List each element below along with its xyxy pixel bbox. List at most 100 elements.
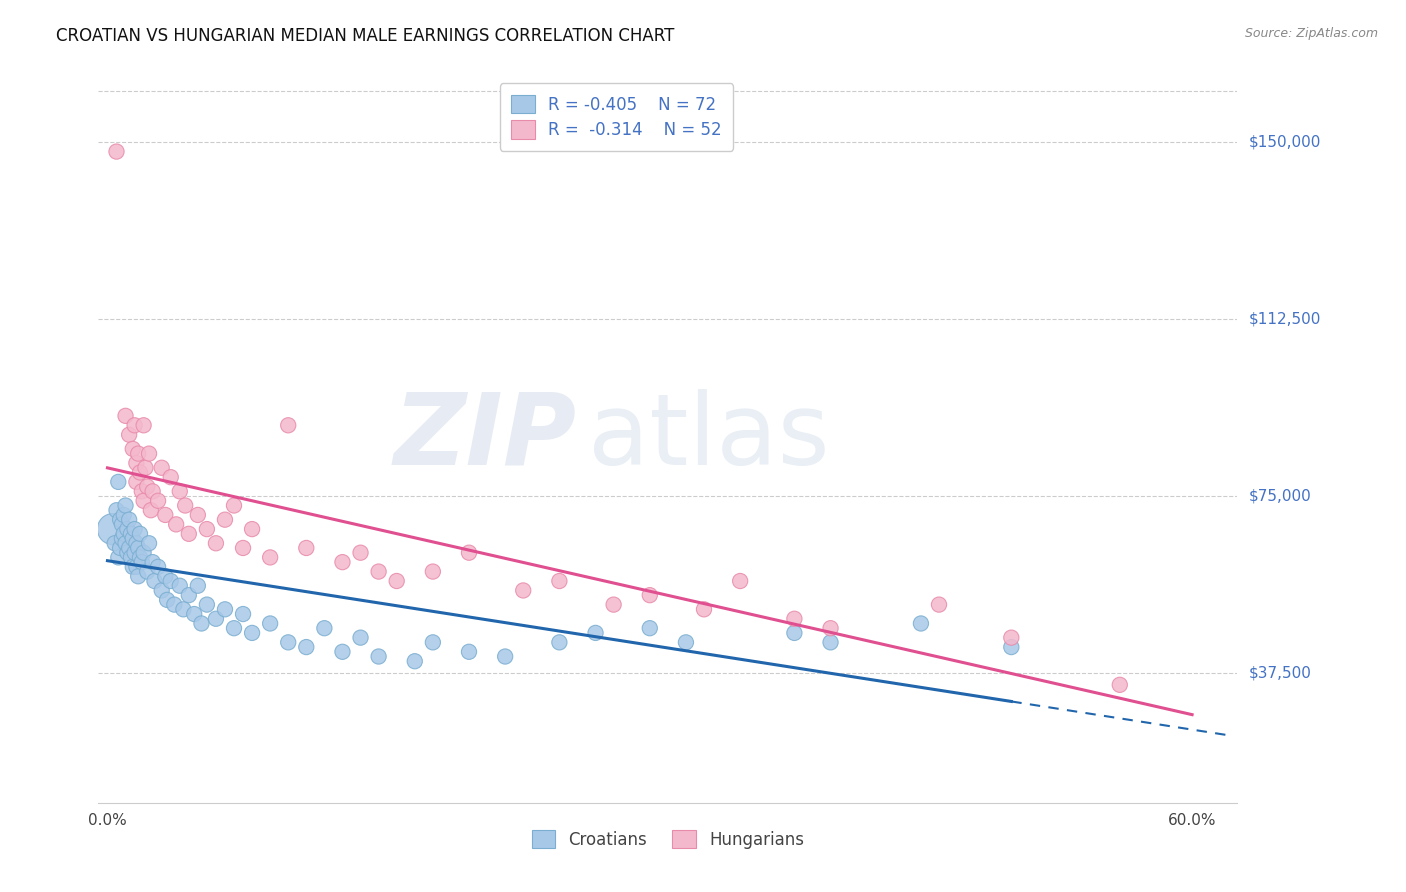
Point <box>183 607 205 621</box>
Point <box>205 612 228 626</box>
Point <box>240 522 263 536</box>
Text: Source: ZipAtlas.com: Source: ZipAtlas.com <box>1244 27 1378 40</box>
Point <box>422 565 444 579</box>
Text: atlas: atlas <box>588 389 830 485</box>
Point <box>259 616 281 631</box>
Point <box>139 503 162 517</box>
Point <box>138 447 160 461</box>
Point <box>638 588 661 602</box>
Point <box>1108 678 1130 692</box>
Point <box>127 541 149 555</box>
Point <box>117 522 139 536</box>
Point <box>458 546 481 560</box>
Point <box>314 621 336 635</box>
Point <box>112 508 135 522</box>
Point <box>187 508 209 522</box>
Point <box>187 579 209 593</box>
Point <box>131 555 153 569</box>
Point <box>494 649 516 664</box>
Point <box>101 522 124 536</box>
Point <box>295 541 318 555</box>
Point <box>232 541 254 555</box>
Point <box>163 598 186 612</box>
Point <box>512 583 534 598</box>
Point <box>127 569 149 583</box>
Point <box>349 546 371 560</box>
Point <box>195 522 218 536</box>
Point <box>124 546 146 560</box>
Point <box>125 456 148 470</box>
Point <box>121 532 143 546</box>
Point <box>124 418 146 433</box>
Point <box>155 569 177 583</box>
Text: $37,500: $37,500 <box>1249 665 1312 681</box>
Point <box>136 480 159 494</box>
Point <box>120 526 142 541</box>
Point <box>404 654 426 668</box>
Point <box>169 579 191 593</box>
Point <box>277 635 299 649</box>
Point <box>277 418 299 433</box>
Point <box>108 541 131 555</box>
Point <box>108 513 131 527</box>
Point <box>107 550 129 565</box>
Point <box>820 621 842 635</box>
Point <box>107 475 129 489</box>
Point <box>120 550 142 565</box>
Point <box>172 602 194 616</box>
Point <box>240 626 263 640</box>
Point <box>132 493 155 508</box>
Point <box>783 626 806 640</box>
Point <box>155 508 177 522</box>
Point <box>132 418 155 433</box>
Point <box>132 546 155 560</box>
Point <box>222 621 245 635</box>
Point <box>165 517 187 532</box>
Point <box>136 565 159 579</box>
Text: ZIP: ZIP <box>394 389 576 485</box>
Point <box>295 640 318 654</box>
Point <box>117 546 139 560</box>
Point <box>150 583 173 598</box>
Point <box>728 574 751 588</box>
Point <box>928 598 950 612</box>
Point <box>125 475 148 489</box>
Point <box>349 631 371 645</box>
Point <box>332 555 354 569</box>
Point <box>214 513 236 527</box>
Point <box>458 645 481 659</box>
Point <box>259 550 281 565</box>
Text: $75,000: $75,000 <box>1249 489 1312 504</box>
Point <box>174 499 197 513</box>
Point <box>111 532 134 546</box>
Point <box>127 447 149 461</box>
Point <box>142 555 165 569</box>
Point <box>112 526 135 541</box>
Point <box>125 559 148 574</box>
Point <box>138 536 160 550</box>
Point <box>146 493 169 508</box>
Point <box>111 517 134 532</box>
Point <box>332 645 354 659</box>
Point <box>820 635 842 649</box>
Text: $150,000: $150,000 <box>1249 135 1320 150</box>
Point <box>118 513 141 527</box>
Point <box>146 559 169 574</box>
Point <box>367 649 389 664</box>
Point <box>143 574 166 588</box>
Point <box>195 598 218 612</box>
Point <box>118 427 141 442</box>
Point <box>222 499 245 513</box>
Point <box>134 460 156 475</box>
Point <box>190 616 212 631</box>
Point <box>121 559 143 574</box>
Point <box>177 588 200 602</box>
Point <box>638 621 661 635</box>
Point <box>214 602 236 616</box>
Point <box>129 526 152 541</box>
Point <box>232 607 254 621</box>
Point <box>105 145 128 159</box>
Point <box>131 484 153 499</box>
Point <box>548 635 571 649</box>
Text: $112,500: $112,500 <box>1249 311 1320 326</box>
